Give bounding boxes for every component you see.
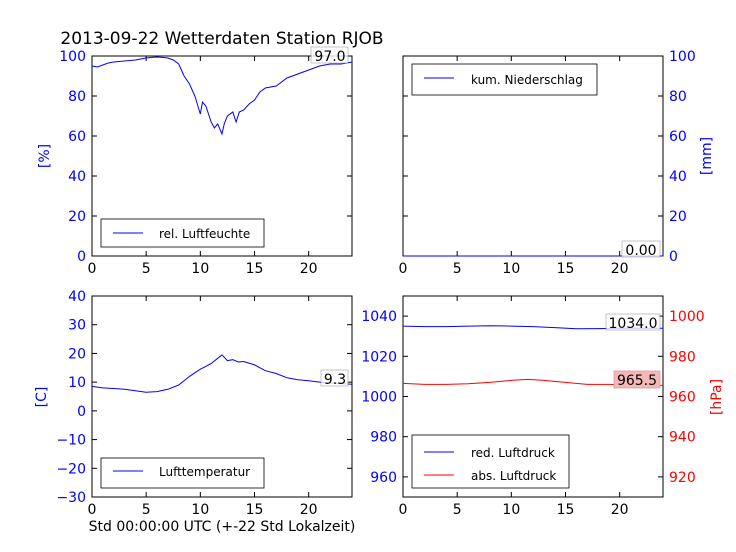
y2-tick-label: 1000: [669, 309, 705, 325]
figure-title: 2013-09-22 Wetterdaten Station RJOB: [60, 29, 383, 49]
legend-precipitation: kum. Niederschlag: [411, 63, 598, 96]
x-tick-label: 0: [88, 261, 97, 277]
x-tick-label: 20: [611, 261, 629, 277]
x-tick-label: 15: [246, 502, 264, 518]
y-tick-label: 20: [669, 209, 687, 225]
annotation-temperature: 9.3: [324, 372, 346, 388]
y2-axis-label-pressure: [hPa]: [709, 379, 725, 415]
x-tick-label: 5: [142, 261, 151, 277]
x-tick-label: 20: [300, 261, 318, 277]
x-tick-label: 0: [88, 502, 97, 518]
y-tick-label: 1040: [361, 309, 397, 325]
y-tick-label: 0: [77, 249, 86, 265]
legend-label-precipitation: kum. Niederschlag: [471, 73, 583, 87]
legend-box-pressure: [411, 434, 570, 489]
x-tick-label: 20: [300, 502, 318, 518]
legend-pressure: red. Luftdruck abs. Luftdruck: [411, 434, 570, 489]
y-axis-label-temperature: [C]: [34, 387, 50, 408]
panel-precipitation: 0 5 10 15 20 0 20 40 60 80 100 [mm] 0.00 kum. Nied…: [399, 49, 715, 277]
x-tick-label: 10: [191, 502, 209, 518]
series-line-humidity: [91, 56, 353, 136]
x-tick-label: 15: [246, 261, 264, 277]
y2-tick-label: 980: [669, 349, 696, 365]
annotation-reduced-pressure: 1034.0: [609, 316, 658, 332]
x-tick-label: 15: [557, 502, 575, 518]
panel-temperature: 0 5 10 15 20 −30 −20 −10 0 10 20 30 40 [C] 9.3 Luftt…: [34, 289, 353, 518]
y-tick-label: 10: [68, 375, 86, 391]
y-axis-label-humidity: [%]: [37, 144, 53, 168]
y-tick-label: 980: [370, 430, 397, 446]
annotation-humidity: 97.0: [314, 49, 345, 65]
y-axis-label-precipitation: [mm]: [699, 137, 715, 175]
y-tick-label: 40: [669, 169, 687, 185]
legend-temperature: Lufttemperatur: [100, 457, 265, 489]
x-tick-label: 10: [502, 502, 520, 518]
y-tick-label: 100: [669, 49, 696, 65]
panel-pressure: 0 5 10 15 20 960 980 1000 1020 1040 920 940 960 980 10…: [361, 295, 725, 518]
y-tick-label: 1000: [361, 390, 397, 406]
y-tick-label: −10: [56, 433, 86, 449]
annotation-box-temperature: [320, 369, 349, 387]
series-line-temperature: [91, 354, 353, 393]
x-tick-label: 15: [557, 261, 575, 277]
x-tick-label: 5: [142, 502, 151, 518]
y-tick-label: 40: [68, 289, 86, 305]
y-tick-label: −30: [56, 490, 86, 506]
y2-tick-label: 960: [669, 390, 696, 406]
legend-label-humidity: rel. Luftfeuchte: [159, 227, 250, 241]
x-tick-label: 10: [502, 261, 520, 277]
y-tick-label: −20: [56, 461, 86, 477]
legend-label-temperature: Lufttemperatur: [159, 465, 250, 479]
x-tick-label: 0: [399, 502, 408, 518]
y-tick-label: 0: [77, 404, 86, 420]
legend-label-absolute-pressure: abs. Luftdruck: [471, 469, 556, 483]
x-tick-label: 5: [453, 502, 462, 518]
y-tick-label: 960: [370, 470, 397, 486]
y-tick-label: 0: [669, 249, 678, 265]
x-tick-label: 0: [399, 261, 408, 277]
y-tick-label: 60: [669, 129, 687, 145]
annotation-box-precipitation: [621, 240, 661, 258]
annotation-absolute-pressure: 965.5: [617, 373, 657, 389]
y-tick-label: 1020: [361, 349, 397, 365]
legend-humidity: rel. Luftfeuchte: [100, 218, 265, 248]
annotation-box-humidity: [310, 46, 349, 64]
y-tick-label: 80: [68, 89, 86, 105]
y2-tick-label: 940: [669, 430, 696, 446]
y-tick-label: 20: [68, 209, 86, 225]
annotation-precipitation: 0.00: [625, 243, 656, 259]
x-tick-label: 20: [611, 502, 629, 518]
x-tick-label: 10: [191, 261, 209, 277]
legend-box-precipitation: [411, 63, 598, 96]
y-tick-label: 60: [68, 129, 86, 145]
panel-humidity: 0 5 10 15 20 0 20 40 60 80 100 [%] 97.0 rel. Luftf…: [37, 46, 353, 277]
y2-tick-label: 920: [669, 470, 696, 486]
y-tick-label: 30: [68, 318, 86, 334]
legend-label-reduced-pressure: red. Luftdruck: [471, 446, 555, 460]
legend-box-temperature: [100, 457, 265, 489]
y-tick-label: 80: [669, 89, 687, 105]
y-tick-label: 20: [68, 346, 86, 362]
x-tick-label: 5: [453, 261, 462, 277]
x-axis-label: Std 00:00:00 UTC (+-22 Std Lokalzeit): [89, 519, 356, 535]
annotation-box-reduced-pressure: [605, 313, 661, 331]
annotation-box-absolute-pressure: [613, 370, 661, 389]
y-tick-label: 100: [59, 49, 86, 65]
y-tick-label: 40: [68, 169, 86, 185]
